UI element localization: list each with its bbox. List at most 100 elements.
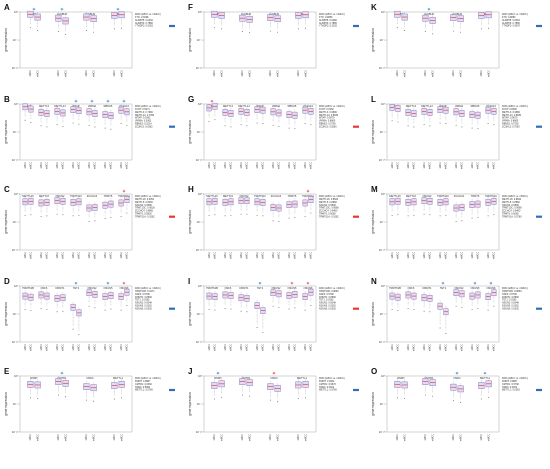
gene-label: TRMT6 (471, 194, 480, 198)
significance-star-icon: ✶ (122, 189, 126, 195)
outlier-point (432, 395, 434, 397)
legend-entry: NSD3: 0.8080 (135, 386, 151, 389)
y-tick-label: 10⁻⁵ (13, 220, 18, 224)
outlier-point (310, 305, 312, 307)
y-tick-label: 10⁻¹⁰ (196, 248, 203, 252)
legend-entry: TRMT61B: 0.8860 (319, 290, 339, 293)
gene-label: METTL3 (39, 104, 50, 108)
outlier-point (221, 28, 223, 30)
outlier-point (429, 311, 431, 313)
x-category-label: sMCC (57, 344, 59, 351)
outlier-point (240, 310, 242, 312)
outlier-point (396, 27, 398, 29)
plot-frame (386, 193, 500, 251)
x-category-label: mMCC (462, 252, 464, 259)
y-tick-label: 10⁻¹⁰ (379, 158, 386, 162)
y-tick-label: 10⁻⁵ (380, 220, 385, 224)
x-category-label: mMCC (111, 162, 113, 169)
y-tick-label: 10⁻¹⁰ (196, 430, 203, 434)
legend-entry: NSF6: 0.5780 (319, 293, 334, 296)
outlier-point (294, 307, 296, 309)
legend-entry: NSUN6: 0.0302 (135, 307, 152, 310)
x-category-label: mMCC (93, 70, 95, 77)
x-category-label: sMCC (305, 344, 307, 351)
gene-label: NSUN2 (423, 194, 432, 198)
x-category-label: mMCC (221, 434, 223, 441)
gene-label: METTL14 (238, 104, 250, 108)
gene-label: METTL1 (113, 376, 124, 380)
outlier-point (432, 33, 434, 35)
plot-frame (386, 11, 500, 69)
legend-entry: RBM15: 0.0214 (135, 123, 152, 126)
legend-entry: CMTR1: 0.5760 (502, 383, 520, 386)
outlier-point (93, 400, 95, 402)
gene-label: ZC3H13 (303, 104, 313, 108)
y-tick-label: 10⁰ (198, 10, 203, 14)
legend-entry: ALKBH3: 0.7880 (502, 22, 520, 25)
outlier-point (477, 307, 479, 309)
x-category-label: mMCC (430, 252, 432, 259)
y-tick-label: 10⁰ (381, 102, 386, 106)
outlier-point (120, 309, 122, 311)
gene-label: WTAP (439, 104, 447, 108)
legend-entry: WTAP: 0.0362 (135, 117, 151, 120)
legend-entry: YTHDF2: 0.3220 (319, 25, 338, 28)
gene-label: TRMT6 (288, 194, 297, 198)
outlier-point (241, 31, 243, 33)
y-tick-label: 10⁰ (381, 192, 386, 196)
gene-label: YTHDF2 (113, 12, 124, 16)
y-tick-label: 10⁻⁵ (197, 402, 202, 406)
outlier-point (214, 214, 216, 216)
x-category-label: sMCC (440, 344, 442, 351)
x-category-label: mMCC (311, 252, 313, 259)
legend-entry: METTL5: 0.8860 (502, 201, 520, 204)
x-category-label: sMCC (481, 70, 483, 77)
y-tick-label: 10⁻¹⁰ (379, 340, 386, 344)
legend-entry: ZC3H13: 0.7550 (502, 125, 520, 128)
y-tick-label: 10⁰ (198, 102, 203, 106)
x-category-label: mMCC (37, 434, 39, 441)
x-category-label: sMCC (241, 162, 243, 169)
x-category-label: mMCC (63, 162, 65, 169)
outlier-point (104, 127, 106, 129)
legend-entry: METTL16: 0.8600 (319, 198, 339, 201)
x-category-label: sMCC (225, 344, 227, 351)
outlier-point (224, 307, 226, 309)
gene-label: RBM15 (288, 104, 297, 108)
legend-header: FDR (sMCC vs. mMCC) (135, 195, 161, 198)
outlier-point (304, 123, 306, 125)
x-category-label: mMCC (432, 434, 434, 441)
legend-entry: ALKBH3: 0.7880 (135, 22, 153, 25)
outlier-point (487, 123, 489, 125)
gene-label: TET1 (257, 286, 264, 290)
legend-entry: FTO: 0.9880 (502, 16, 516, 19)
legend-header: FDR (sMCC vs. mMCC) (135, 287, 161, 290)
gene-label: NSUN6 (304, 286, 313, 290)
gene-label: NSF6 (225, 286, 232, 290)
gene-label: TRMT61A (118, 194, 130, 198)
legend-entry: TRMT10C: 0.9680 (502, 207, 522, 210)
outlier-point (24, 214, 26, 216)
legend-swatch (353, 307, 359, 310)
outlier-point (439, 327, 441, 329)
outlier-point (452, 400, 454, 402)
legend-entry: NSUN5: 0.0362 (135, 305, 152, 308)
legend-header: FDR (sMCC vs. mMCC) (319, 195, 345, 198)
x-category-label: sMCC (453, 434, 455, 441)
x-category-label: mMCC (263, 252, 265, 259)
outlier-point (269, 399, 271, 401)
gene-label: TRMT10C (437, 194, 449, 198)
gene-label: CMTR1 (242, 376, 251, 380)
legend-entry: RNMT: 0.9887 (502, 380, 518, 383)
outlier-point (445, 214, 447, 216)
gene-label: ALKBH5 (57, 12, 68, 16)
y-tick-label: 10⁻¹⁰ (12, 66, 19, 70)
outlier-point (256, 214, 258, 216)
legend-entry: NSD3: 0.0362 (502, 386, 518, 389)
outlier-point (126, 124, 128, 126)
x-category-label: sMCC (397, 70, 399, 77)
x-category-label: sMCC (89, 344, 91, 351)
x-category-label: sMCC (225, 162, 227, 169)
